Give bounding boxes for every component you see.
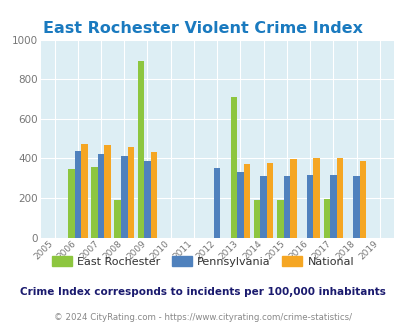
- Bar: [336, 158, 342, 238]
- Legend: East Rochester, Pennsylvania, National: East Rochester, Pennsylvania, National: [47, 251, 358, 271]
- Bar: [114, 200, 121, 238]
- Bar: [243, 164, 249, 238]
- Text: Crime Index corresponds to incidents per 100,000 inhabitants: Crime Index corresponds to incidents per…: [20, 287, 385, 297]
- Bar: [104, 145, 111, 238]
- Text: East Rochester Violent Crime Index: East Rochester Violent Crime Index: [43, 21, 362, 36]
- Bar: [150, 152, 157, 238]
- Bar: [137, 61, 144, 238]
- Bar: [352, 176, 359, 238]
- Bar: [290, 159, 296, 238]
- Bar: [81, 144, 87, 238]
- Bar: [75, 151, 81, 238]
- Bar: [237, 172, 243, 238]
- Bar: [277, 200, 283, 238]
- Bar: [230, 97, 237, 238]
- Bar: [359, 161, 365, 238]
- Bar: [98, 154, 104, 238]
- Bar: [266, 163, 273, 238]
- Bar: [144, 161, 150, 238]
- Bar: [213, 168, 220, 238]
- Text: © 2024 CityRating.com - https://www.cityrating.com/crime-statistics/: © 2024 CityRating.com - https://www.city…: [54, 313, 351, 322]
- Bar: [329, 175, 336, 238]
- Bar: [306, 175, 313, 238]
- Bar: [127, 147, 134, 238]
- Bar: [253, 200, 260, 238]
- Bar: [283, 176, 290, 238]
- Bar: [323, 199, 329, 238]
- Bar: [121, 156, 127, 238]
- Bar: [313, 158, 319, 238]
- Bar: [260, 176, 266, 238]
- Bar: [68, 169, 75, 238]
- Bar: [91, 167, 98, 238]
